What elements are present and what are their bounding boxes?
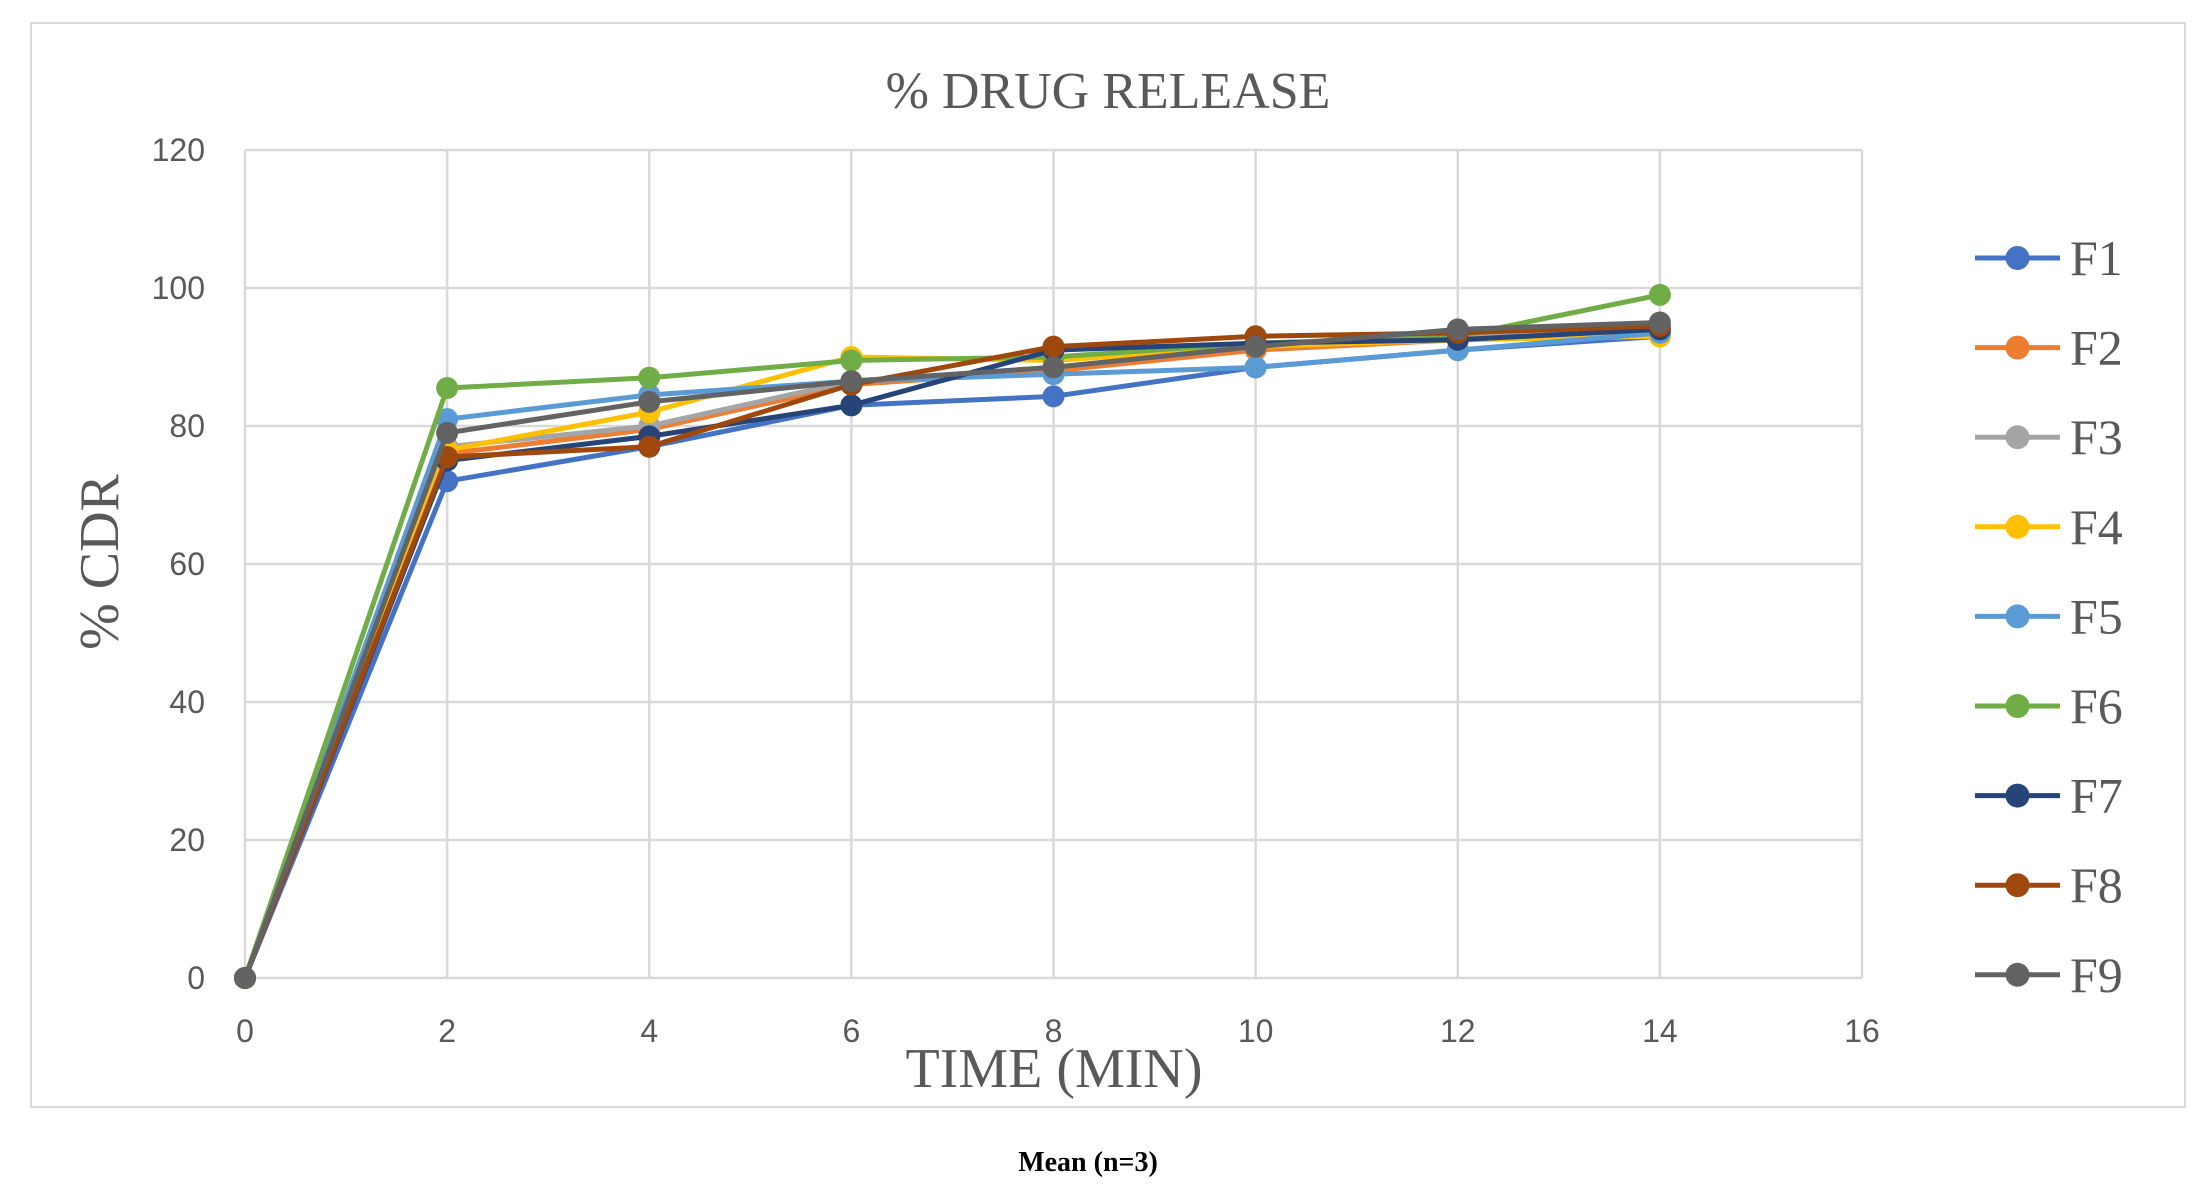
y-tick-label: 20 (169, 822, 205, 858)
tick-labels: 0 20 40 60 80 100 120 0 2 4 6 8 10 12 14 16 (152, 132, 1880, 1049)
data-point (1648, 311, 1671, 334)
legend-label: F7 (2070, 768, 2123, 824)
series-f6 (234, 283, 1671, 989)
gridlines (243, 148, 1864, 980)
x-tick-label: 4 (640, 1013, 658, 1049)
data-point (234, 967, 256, 989)
legend-item-f3: F3 (1975, 409, 2123, 465)
legend-marker (2005, 425, 2030, 450)
y-tick-label: 80 (169, 408, 205, 444)
legend-marker (2005, 873, 2030, 898)
y-tick-label: 0 (187, 960, 205, 996)
y-axis-title: % CDR (69, 473, 131, 649)
legend-label: F3 (2070, 409, 2123, 465)
x-tick-label: 6 (842, 1013, 860, 1049)
series-line (242, 292, 1661, 979)
legend-item-f2: F2 (1975, 320, 2123, 376)
legend-marker (2005, 514, 2030, 539)
legend-label: F2 (2070, 320, 2123, 376)
x-tick-label: 10 (1238, 1013, 1274, 1049)
x-tick-label: 8 (1045, 1013, 1063, 1049)
data-point (1042, 335, 1065, 358)
legend-item-f8: F8 (1975, 857, 2123, 913)
y-tick-label: 120 (152, 132, 205, 168)
data-point (840, 370, 863, 393)
legend-marker (2005, 962, 2030, 987)
x-tick-label: 16 (1844, 1013, 1880, 1049)
legend-marker (2005, 694, 2030, 718)
series-f5 (234, 321, 1671, 989)
y-tick-label: 100 (152, 270, 205, 306)
y-tick-label: 40 (169, 684, 205, 720)
legend-label: F4 (2070, 499, 2123, 555)
data-point (436, 421, 459, 444)
data-point (638, 366, 661, 389)
legend-item-f4: F4 (1975, 499, 2123, 555)
legend-label: F8 (2070, 857, 2123, 913)
legend-item-f5: F5 (1975, 588, 2123, 644)
x-tick-label: 12 (1440, 1013, 1476, 1049)
legend-label: F6 (2070, 678, 2123, 734)
legend-marker (2005, 604, 2030, 629)
legend-item-f1: F1 (1975, 230, 2123, 286)
legend-marker (2005, 335, 2030, 360)
data-point (1648, 283, 1671, 306)
data-point (1244, 335, 1267, 358)
data-point (840, 394, 863, 417)
legend-item-f6: F6 (1975, 678, 2123, 734)
y-tick-label: 60 (169, 546, 205, 582)
x-tick-label: 2 (438, 1013, 456, 1049)
series-line (242, 320, 1660, 979)
series-line (242, 323, 1660, 979)
legend-label: F5 (2070, 588, 2123, 644)
legend: F1 F2 F3 F4 F5 F6 F7 F8 F9 (1975, 230, 2123, 1003)
legend-marker (2005, 783, 2030, 808)
x-axis-title: TIME (MIN) (905, 1038, 1202, 1100)
legend-label: F1 (2070, 230, 2123, 286)
x-tick-label: 0 (236, 1013, 254, 1049)
data-point (1042, 385, 1065, 408)
series-f9 (234, 311, 1671, 989)
series-lines (234, 283, 1671, 989)
data-point (638, 390, 661, 413)
data-point (840, 349, 863, 372)
legend-label: F9 (2070, 947, 2123, 1003)
data-point (436, 377, 459, 400)
data-point (638, 435, 661, 458)
data-point (1244, 356, 1267, 379)
legend-marker (2005, 246, 2030, 270)
legend-item-f9: F9 (1975, 947, 2123, 1003)
legend-item-f7: F7 (1975, 768, 2123, 824)
data-point (1446, 318, 1469, 341)
figure-caption: Mean (n=3) (1018, 1147, 1158, 1178)
x-tick-label: 14 (1642, 1013, 1678, 1049)
chart-title: % DRUG RELEASE (886, 63, 1331, 120)
data-point (1042, 356, 1065, 379)
